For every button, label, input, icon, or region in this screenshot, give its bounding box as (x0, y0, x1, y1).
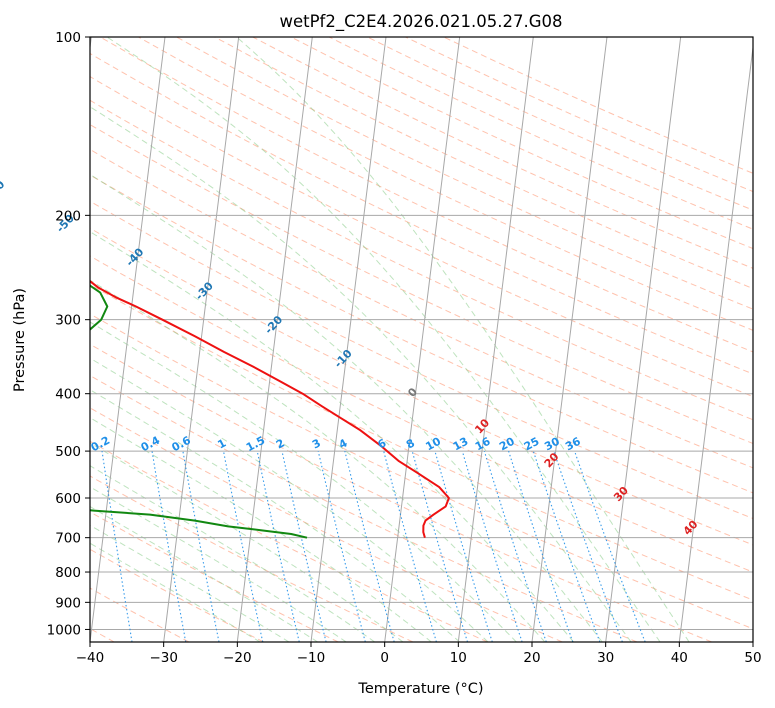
x-tick-label: 30 (597, 650, 614, 666)
mixing-ratio-line (574, 450, 646, 642)
y-tick-label: 500 (55, 444, 81, 460)
moist-adiabat (90, 231, 574, 642)
y-tick-label: 100 (55, 30, 81, 46)
moist-adiabat (90, 524, 290, 642)
mixing-ratio-line (553, 450, 623, 642)
chart-title: wetPf2_C2E4.2026.021.05.27.G08 (279, 12, 562, 32)
dry-adiabat (90, 148, 753, 469)
dry-adiabat (90, 440, 488, 642)
y-tick-label: 1000 (47, 622, 81, 638)
x-tick-label: 0 (380, 650, 389, 666)
mixing-ratio-label: 13 (451, 435, 471, 454)
plot-frame (89, 36, 754, 643)
isotherm-line (605, 37, 682, 642)
mixing-ratio-line (508, 450, 574, 642)
mixing-ratio-label: 20 (497, 435, 517, 454)
moist-adiabat (90, 505, 318, 642)
mixing-ratio-line (101, 451, 133, 642)
moist-adiabat (90, 106, 632, 642)
isotherm-line (90, 37, 166, 642)
moist-adiabat (236, 37, 690, 642)
dry-adiabat (90, 374, 638, 642)
dry-adiabat (90, 255, 753, 573)
dry-adiabat (214, 37, 753, 290)
isotherm-line (236, 37, 313, 642)
mixing-ratio-line (256, 450, 300, 642)
moist-adiabat (90, 173, 603, 642)
isotherm-line (384, 37, 461, 642)
x-tick-label: 40 (671, 650, 688, 666)
mixing-ratio-line (317, 450, 366, 642)
y-tick-label: 700 (55, 531, 81, 547)
x-tick-label: 20 (523, 650, 540, 666)
mixing-ratio-line (532, 450, 601, 642)
y-axis-label: Pressure (hPa) (12, 288, 28, 392)
moist-adiabat (90, 465, 375, 642)
isotherm-line (457, 37, 534, 642)
y-tick-label: 400 (55, 387, 81, 403)
x-tick-label: 50 (744, 650, 761, 666)
mixing-ratio-label: 36 (563, 435, 583, 454)
mixing-ratio-line (281, 450, 327, 642)
y-tick-label: 800 (55, 565, 81, 581)
dry-adiabat (90, 343, 712, 642)
moist-adiabat (90, 321, 517, 642)
x-tick-label: −10 (297, 650, 326, 666)
moist-adiabat (90, 542, 261, 642)
dry-adiabat (176, 37, 753, 310)
reference-lines (90, 37, 753, 642)
mixing-ratio-label: 25 (522, 435, 542, 454)
mixing-ratio-line (182, 451, 220, 642)
dry-adiabat (99, 37, 753, 353)
moist-adiabat (90, 357, 489, 642)
y-tick-label: 900 (55, 595, 81, 611)
x-tick-label: −20 (223, 650, 252, 666)
mixing-ratio-line (483, 450, 547, 642)
x-tick-label: −30 (149, 650, 178, 666)
y-tick-label: 200 (55, 208, 81, 224)
data-series (90, 279, 450, 539)
mixing-ratio-line (461, 450, 523, 642)
dry-adiabat (90, 407, 563, 642)
mixing-ratio-line (411, 450, 469, 642)
temperature-profile-line (90, 279, 450, 538)
y-tick-label: 300 (55, 313, 81, 329)
mixing-ratio-line (344, 450, 395, 642)
dry-adiabat (90, 52, 753, 375)
mixing-ratio-label: 10 (423, 435, 443, 454)
moist-adiabat (106, 37, 661, 642)
mixing-ratio-line (222, 450, 264, 642)
mixing-ratio-label: 30 (542, 435, 562, 454)
isotherm-line (310, 37, 387, 642)
isotherm-line (531, 37, 608, 642)
dry-adiabat (90, 511, 339, 642)
dry-adiabat (90, 283, 753, 601)
moist-adiabat (90, 389, 461, 642)
dry-adiabat (90, 548, 264, 642)
dry-adiabat (90, 227, 753, 546)
dry-adiabat (90, 124, 753, 445)
moist-adiabat (90, 417, 432, 642)
y-tick-label: 600 (55, 491, 81, 507)
dry-adiabat (90, 200, 753, 520)
dry-adiabat (90, 313, 753, 630)
x-axis-label: Temperature (°C) (357, 681, 483, 697)
axis-ticks: −40 −30 −20 −10 0 10 20 30 40 50 1000 900 800 700 600 5… (47, 30, 762, 666)
dry-adiabat-label: -60 (0, 178, 8, 202)
x-tick-label: −40 (76, 650, 105, 666)
mixing-ratio-line (434, 450, 493, 642)
isotherm-line (678, 43, 753, 642)
x-tick-label: 10 (450, 650, 467, 666)
mixing-ratio-line (383, 450, 437, 642)
mixing-ratio-label: 16 (473, 435, 493, 454)
moist-adiabat (90, 442, 404, 642)
